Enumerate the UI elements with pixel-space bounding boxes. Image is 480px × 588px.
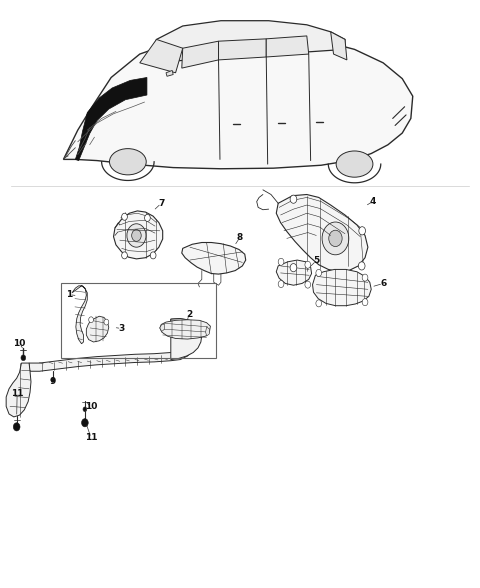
Text: 6: 6 — [380, 279, 386, 288]
Polygon shape — [276, 195, 368, 272]
Text: 4: 4 — [370, 197, 376, 206]
Polygon shape — [147, 21, 345, 63]
Circle shape — [322, 222, 349, 255]
Text: 2: 2 — [186, 310, 192, 319]
Ellipse shape — [336, 151, 373, 177]
Ellipse shape — [109, 149, 146, 175]
Polygon shape — [63, 34, 413, 169]
Polygon shape — [140, 39, 183, 73]
Circle shape — [13, 423, 20, 431]
Circle shape — [359, 227, 365, 235]
Polygon shape — [86, 316, 109, 342]
Circle shape — [121, 213, 127, 220]
Text: 8: 8 — [237, 233, 243, 242]
Polygon shape — [171, 319, 202, 359]
Circle shape — [362, 299, 368, 306]
Polygon shape — [218, 39, 266, 60]
Circle shape — [104, 319, 109, 325]
Text: 10: 10 — [85, 402, 97, 411]
Polygon shape — [75, 78, 147, 161]
Circle shape — [83, 407, 87, 412]
Circle shape — [316, 269, 322, 276]
Circle shape — [51, 377, 55, 382]
Circle shape — [362, 274, 368, 281]
Circle shape — [278, 258, 284, 265]
Polygon shape — [182, 41, 218, 68]
Polygon shape — [331, 32, 347, 60]
Circle shape — [127, 224, 146, 247]
Text: 11: 11 — [11, 389, 24, 398]
Polygon shape — [114, 211, 163, 259]
Circle shape — [305, 261, 311, 268]
Polygon shape — [29, 319, 197, 371]
Circle shape — [359, 262, 365, 270]
Circle shape — [290, 263, 297, 272]
Circle shape — [278, 280, 284, 288]
Polygon shape — [72, 286, 87, 344]
Circle shape — [89, 317, 94, 323]
Circle shape — [290, 195, 297, 203]
Circle shape — [150, 252, 156, 259]
Text: 11: 11 — [85, 433, 97, 442]
Polygon shape — [205, 327, 209, 336]
Polygon shape — [276, 260, 312, 285]
Circle shape — [316, 300, 322, 307]
Polygon shape — [160, 320, 210, 339]
Text: 3: 3 — [119, 324, 125, 333]
Polygon shape — [6, 363, 31, 417]
Polygon shape — [312, 269, 371, 306]
Text: 7: 7 — [158, 199, 165, 208]
Text: 10: 10 — [13, 339, 26, 348]
Text: 1: 1 — [66, 290, 72, 299]
Circle shape — [144, 215, 150, 222]
Polygon shape — [160, 325, 165, 332]
Circle shape — [121, 252, 127, 259]
Circle shape — [132, 230, 141, 241]
Polygon shape — [182, 242, 246, 274]
Circle shape — [21, 355, 26, 360]
Circle shape — [329, 230, 342, 246]
Circle shape — [305, 281, 311, 288]
Circle shape — [82, 419, 88, 427]
Polygon shape — [266, 36, 309, 57]
Text: 9: 9 — [50, 377, 56, 386]
Polygon shape — [166, 71, 173, 76]
Text: 5: 5 — [313, 256, 320, 265]
